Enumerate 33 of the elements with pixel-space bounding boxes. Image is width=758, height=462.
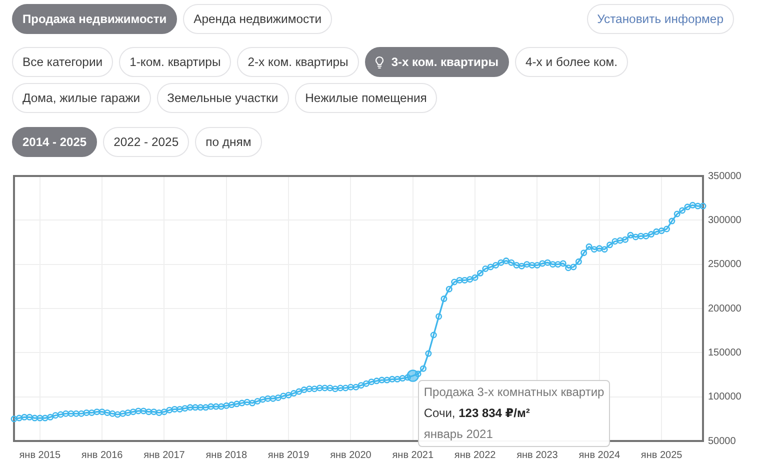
link-button[interactable]: Установить информер [586,4,734,34]
filter-button[interactable]: Дома, жилые гаражи [12,83,151,113]
y-tick-label: 50000 [708,436,736,447]
x-tick-label: янв 2024 [578,450,620,461]
x-tick-label: янв 2023 [516,450,558,461]
filter-button[interactable]: 3-х ком. квартиры [364,47,509,77]
y-tick-label: 100000 [708,392,742,403]
filter-button[interactable]: Нежилые помещения [294,83,438,113]
filter-button[interactable]: Все категории [12,47,114,77]
filter-button[interactable]: 1-ком. квартиры [119,47,232,77]
x-tick-label: янв 2022 [454,450,496,461]
filter-button[interactable]: 2-х ком. квартиры [237,47,359,77]
x-tick-label: янв 2019 [268,450,310,461]
x-tick-label: янв 2016 [81,450,124,461]
y-tick-label: 350000 [708,170,742,182]
tab-button[interactable]: Продажа недвижимости [12,4,178,34]
annotation: Продажа 3-х комнатных квартир Сочи, 123 834 ₽/м² январь 2021 [424,384,604,443]
x-tick-label: янв 2025 [640,450,683,461]
y-tick-label: 150000 [708,347,742,358]
period-button[interactable]: 2022 - 2025 [103,127,190,157]
filter-button[interactable]: Земельные участки [156,83,289,113]
x-tick-label: янв 2021 [392,450,434,461]
period-button[interactable]: по дням [195,127,262,157]
y-tick-label: 200000 [708,303,742,314]
tab-button[interactable]: Аренда недвижимости [183,4,332,34]
filter-button[interactable]: 4-х и более ком. [514,47,628,77]
x-tick-label: янв 2015 [19,450,61,461]
y-tick-label: 300000 [708,214,742,226]
y-tick-label: 250000 [708,259,742,270]
period-button[interactable]: 2014 - 2025 [12,127,98,157]
x-tick-label: янв 2018 [206,450,248,461]
x-tick-label: янв 2020 [330,450,372,461]
x-tick-label: янв 2017 [144,450,186,461]
